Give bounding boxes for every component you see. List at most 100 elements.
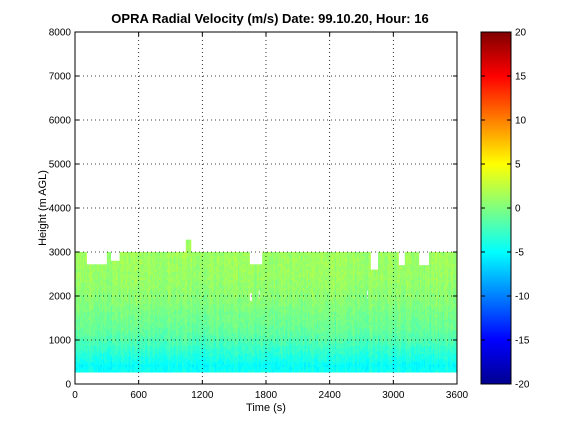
heatmap-cell: [106, 321, 109, 325]
heatmap-cell: [110, 300, 113, 304]
heatmap-cell: [103, 369, 105, 373]
heatmap-cell: [113, 306, 115, 310]
heatmap-cell: [80, 345, 82, 349]
heatmap-cell: [101, 337, 104, 341]
heatmap-cell: [83, 266, 86, 270]
heatmap-cell: [83, 258, 86, 262]
heatmap-cell: [77, 335, 80, 339]
heatmap-cell: [87, 311, 90, 315]
heatmap-cell: [75, 266, 77, 270]
heatmap-cell: [95, 369, 98, 373]
heatmap-cell: [85, 311, 87, 315]
heatmap-cell: [110, 366, 113, 370]
heatmap-cell: [110, 290, 113, 294]
heatmap-cell: [104, 279, 106, 283]
heatmap-cell: [108, 324, 110, 328]
heatmap-cell: [103, 335, 105, 339]
heatmap-cell: [85, 369, 87, 373]
heatmap-cell: [110, 364, 113, 368]
heatmap-cell: [105, 287, 108, 291]
heatmap-cell: [77, 306, 80, 310]
heatmap-cell: [78, 269, 81, 273]
heatmap-cell: [82, 290, 85, 294]
heatmap-cell: [106, 324, 109, 328]
heatmap-cell: [90, 369, 92, 373]
heatmap-cell: [105, 345, 108, 349]
heatmap-cell: [114, 335, 117, 339]
heatmap-cell: [100, 316, 103, 320]
heatmap-cell: [75, 345, 77, 349]
heatmap-cell: [109, 324, 112, 328]
heatmap-cell: [92, 329, 95, 333]
heatmap-cell: [113, 324, 115, 328]
heatmap-cell: [99, 321, 101, 325]
heatmap-cell: [83, 337, 86, 341]
heatmap-cell: [103, 292, 105, 296]
heatmap-cell: [109, 287, 112, 291]
heatmap-cell: [85, 282, 87, 286]
heatmap-cell: [91, 351, 94, 355]
heatmap-cell: [101, 345, 104, 349]
heatmap-cell: [80, 266, 82, 270]
heatmap-cell: [105, 356, 108, 360]
heatmap-cell: [86, 364, 89, 368]
heatmap-cell: [92, 290, 95, 294]
heatmap-cell: [89, 327, 91, 331]
heatmap-cell: [82, 266, 85, 270]
heatmap-cell: [106, 303, 109, 307]
chart-title: OPRA Radial Velocity (m/s) Date: 99.10.2…: [111, 11, 428, 26]
heatmap-cell: [86, 369, 89, 373]
heatmap-cell: [77, 332, 80, 336]
heatmap-cell: [106, 298, 109, 302]
heatmap-cell: [90, 308, 92, 312]
heatmap-cell: [108, 314, 110, 318]
heatmap-cell: [111, 285, 114, 289]
heatmap-cell: [86, 343, 89, 347]
heatmap-cell: [83, 335, 86, 339]
heatmap-cell: [90, 337, 92, 341]
heatmap-cell: [80, 298, 82, 302]
heatmap-cell: [110, 263, 113, 267]
heatmap-cell: [95, 356, 98, 360]
heatmap-cell: [92, 264, 95, 267]
heatmap-cell: [80, 271, 82, 275]
heatmap-cell: [94, 319, 96, 323]
heatmap-cell: [113, 361, 115, 365]
heatmap-cell: [109, 353, 112, 357]
heatmap-cell: [111, 348, 114, 352]
heatmap-cell: [97, 303, 100, 307]
heatmap-cell: [96, 358, 99, 362]
heatmap-cell: [91, 324, 94, 328]
heatmap-cell: [86, 332, 89, 336]
heatmap-cell: [95, 327, 98, 331]
heatmap-cell: [80, 311, 82, 315]
heatmap-cell: [97, 369, 100, 373]
heatmap-cell: [75, 351, 77, 355]
heatmap-cell: [96, 345, 99, 349]
heatmap-cell: [87, 300, 90, 304]
heatmap-cell: [76, 327, 78, 331]
heatmap-cell: [89, 295, 91, 299]
heatmap-cell: [78, 308, 81, 312]
heatmap-cell: [86, 351, 89, 355]
heatmap-cell: [82, 306, 85, 310]
heatmap-cell: [99, 277, 101, 281]
heatmap-cell: [86, 348, 89, 352]
heatmap-cell: [103, 361, 105, 365]
heatmap-cell: [101, 290, 104, 294]
heatmap-cell: [109, 290, 112, 294]
heatmap-cell: [99, 300, 101, 304]
heatmap-cell: [111, 327, 114, 331]
heatmap-cell: [105, 353, 108, 357]
heatmap-cell: [92, 356, 95, 360]
heatmap-cell: [101, 311, 104, 315]
heatmap-cell: [75, 316, 77, 320]
heatmap-cell: [87, 361, 90, 365]
heatmap-cell: [106, 255, 109, 259]
heatmap-cell: [113, 311, 115, 315]
heatmap-cell: [101, 324, 104, 328]
heatmap-cell: [108, 329, 110, 333]
heatmap-cell: [108, 337, 110, 341]
heatmap-cell: [87, 266, 90, 270]
heatmap-cell: [83, 292, 86, 296]
